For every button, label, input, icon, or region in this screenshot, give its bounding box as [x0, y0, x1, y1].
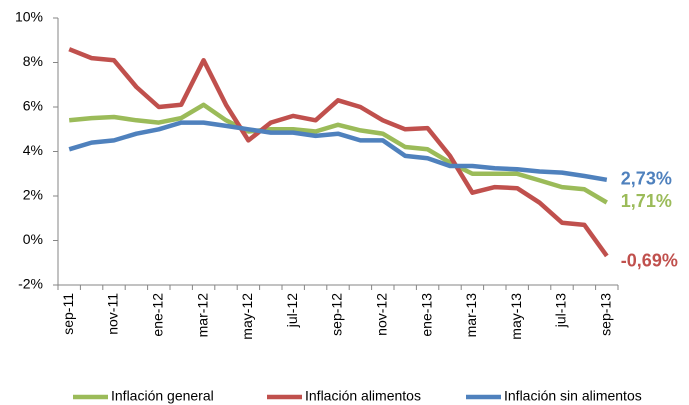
x-tick-label: ene-12 — [150, 293, 166, 337]
series-line — [68, 47, 609, 258]
y-tick-label: -2% — [18, 276, 43, 292]
y-tick-label: 8% — [23, 53, 43, 69]
x-tick-label: sep-13 — [598, 293, 614, 336]
y-tick-label: 10% — [15, 9, 43, 25]
x-tick-label: mar-13 — [463, 293, 479, 338]
x-tick-label: nov-12 — [374, 293, 390, 336]
series-line — [68, 120, 608, 183]
x-tick-label: sep-11 — [60, 293, 76, 335]
x-tick-label: mar-12 — [194, 293, 210, 338]
y-tick-label: 6% — [23, 98, 43, 114]
x-tick-label: may-12 — [239, 293, 255, 340]
series-line — [68, 102, 608, 205]
y-tick-label: 4% — [23, 142, 43, 158]
legend-label: Inflación sin alimentos — [504, 388, 642, 404]
data-label: -0,69% — [621, 251, 678, 271]
legend-label: Inflación general — [111, 388, 214, 404]
legend-label: Inflación alimentos — [305, 388, 421, 404]
data-label: 2,73% — [621, 169, 672, 189]
y-tick-label: 0% — [23, 231, 43, 247]
data-label: 1,71% — [621, 191, 672, 211]
x-tick-label: may-13 — [508, 293, 524, 340]
x-tick-label: sep-12 — [329, 293, 345, 336]
x-tick-label: jul-13 — [553, 293, 569, 328]
x-tick-label: ene-13 — [418, 293, 434, 337]
y-tick-label: 2% — [23, 187, 43, 203]
x-tick-label: nov-11 — [105, 293, 121, 335]
x-tick-label: jul-12 — [284, 293, 300, 328]
